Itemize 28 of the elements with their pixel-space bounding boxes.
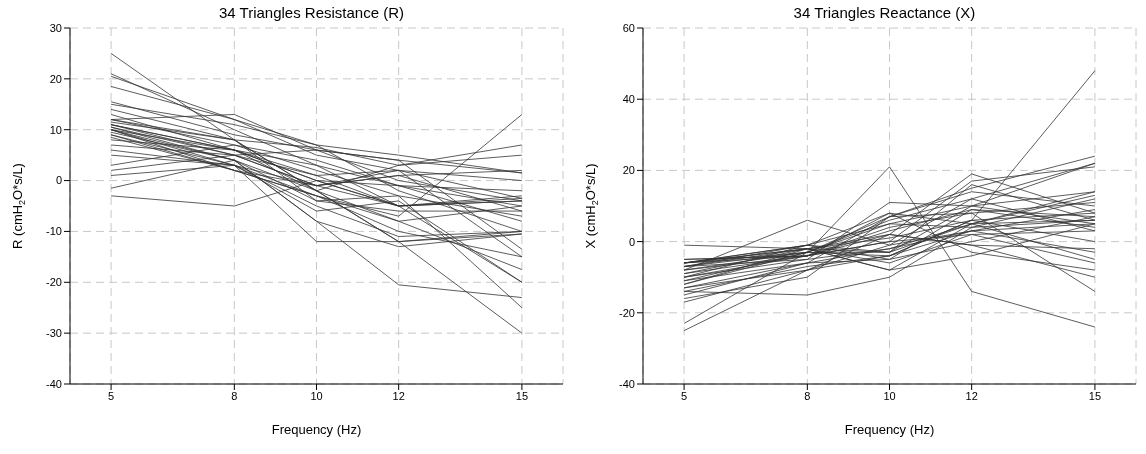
x-tick-label: 12 <box>965 389 978 402</box>
x-tick-label: 15 <box>515 389 529 402</box>
y-tick-label: 20 <box>622 164 635 177</box>
y-tick-label: 40 <box>622 93 635 106</box>
x-tick-label: 10 <box>310 389 323 402</box>
x-axis-title: Frequency (Hz) <box>844 422 935 437</box>
y-tick-label: 20 <box>49 72 62 85</box>
y-tick-label: 10 <box>49 123 62 136</box>
x-tick-label: 12 <box>392 389 405 402</box>
y-tick-label: 0 <box>628 235 635 248</box>
y-tick-label: 0 <box>55 174 62 187</box>
x-axis-title: Frequency (Hz) <box>271 422 362 437</box>
y-tick-label: -40 <box>619 377 635 390</box>
x-tick-label: 8 <box>804 389 811 402</box>
x-tick-label: 5 <box>681 389 688 402</box>
x-tick-label: 10 <box>883 389 896 402</box>
y-tick-label: -20 <box>46 276 62 289</box>
y-tick-label: -40 <box>46 377 62 390</box>
y-tick-label: -30 <box>46 327 62 340</box>
y-tick-label: 60 <box>622 21 635 34</box>
chart-title: 34 Triangles Resistance (R) <box>217 4 406 21</box>
chart-title: 34 Triangles Reactance (X) <box>792 4 977 21</box>
y-tick-label: -20 <box>619 306 635 319</box>
y-tick-label: -10 <box>46 225 62 238</box>
x-tick-label: 5 <box>108 389 115 402</box>
x-tick-label: 8 <box>231 389 238 402</box>
x-tick-label: 15 <box>1088 389 1102 402</box>
y-tick-label: 30 <box>49 21 62 34</box>
